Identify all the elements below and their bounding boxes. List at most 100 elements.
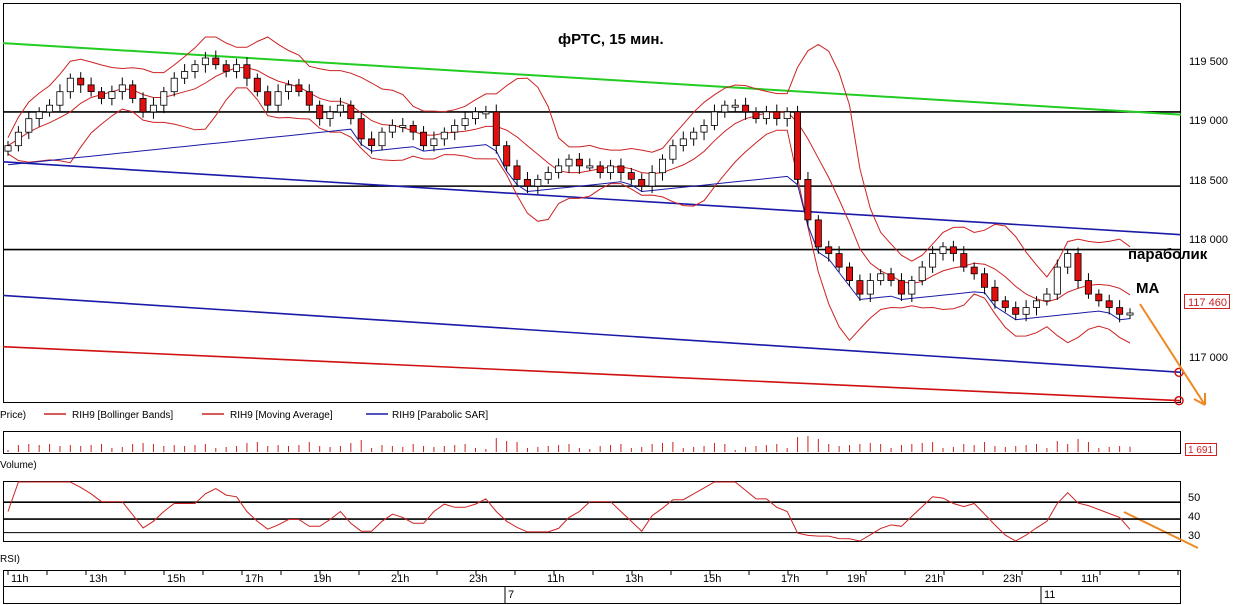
- candle-down: [419, 131, 427, 147]
- hour-label: 15h: [167, 573, 185, 585]
- rsi-tick-label: 50: [1188, 492, 1200, 504]
- candle-down: [887, 273, 895, 281]
- candle-up: [731, 104, 739, 108]
- candle-down: [794, 111, 802, 180]
- candle-down: [804, 178, 812, 221]
- candle-down: [814, 219, 822, 248]
- candle-up: [783, 111, 791, 120]
- hour-label: 19h: [313, 573, 331, 585]
- candle-down: [222, 64, 230, 72]
- candle-down: [752, 111, 760, 120]
- forecast-arrow-rsi: [1123, 511, 1199, 549]
- candle-up: [46, 104, 54, 113]
- candle-down: [1105, 300, 1113, 308]
- bollinger-lower-band: [7, 87, 1131, 344]
- candle-down: [513, 165, 521, 180]
- last-price-badge-box: [1184, 294, 1230, 309]
- legend-item-price: Price): [0, 410, 26, 421]
- chart-title: фРТС, 15 мин.: [558, 31, 664, 48]
- candle-down: [253, 77, 261, 93]
- hour-label: 17h: [781, 573, 799, 585]
- candle-down: [139, 98, 147, 113]
- candle-down: [368, 138, 376, 146]
- hour-label: 19h: [847, 573, 865, 585]
- candle-down: [1001, 300, 1009, 308]
- resistance-trendline: [2, 42, 1182, 116]
- candle-down: [243, 64, 251, 79]
- candle-down: [575, 158, 583, 167]
- candle-up: [191, 64, 199, 72]
- candles: [4, 50, 1134, 323]
- candle-up: [388, 125, 396, 133]
- y-tick-label: 118 500: [1189, 175, 1228, 187]
- candle-down: [1074, 253, 1082, 282]
- candle-up: [149, 104, 157, 113]
- candle-down: [991, 286, 999, 302]
- candle-down: [638, 178, 646, 187]
- candle-up: [274, 91, 282, 106]
- channel-upper-line: [2, 161, 1182, 236]
- candle-up: [659, 158, 667, 174]
- candle-up: [866, 280, 874, 295]
- candle-up: [1053, 266, 1061, 295]
- candle-up: [108, 91, 116, 99]
- day-label: 11: [1044, 589, 1055, 601]
- candle-up: [565, 158, 573, 167]
- candle-up: [762, 111, 770, 120]
- candle-up: [284, 84, 292, 93]
- candle-up: [170, 77, 178, 93]
- hour-label: 11h: [1081, 573, 1099, 585]
- candle-up: [430, 138, 438, 146]
- candle-up: [1126, 312, 1134, 316]
- candle-up: [700, 125, 708, 133]
- candle-down: [129, 84, 137, 99]
- legend-item-bollinger: RIH9 [Bollinger Bands]: [72, 410, 173, 421]
- y-tick-label: 119 500: [1189, 56, 1228, 68]
- candle-down: [856, 280, 864, 295]
- bollinger-upper-band: [7, 36, 1131, 278]
- candle-down: [523, 178, 531, 187]
- rsi-line: [7, 481, 1131, 542]
- candle-up: [232, 64, 240, 72]
- candle-down: [77, 77, 85, 86]
- candle-up: [1022, 307, 1030, 315]
- candle-down: [264, 91, 272, 106]
- candle-down: [87, 84, 95, 93]
- volume-bars: [7, 436, 1131, 452]
- candle-down: [1084, 280, 1092, 295]
- candle-up: [471, 111, 479, 120]
- candle-up: [721, 104, 729, 113]
- candle-down: [742, 104, 750, 113]
- y-tick-label: 118 000: [1189, 234, 1228, 246]
- volume-badge-box: [1185, 443, 1217, 456]
- legend-item-sar: RIH9 [Parabolic SAR]: [392, 410, 488, 421]
- candle-down: [357, 118, 365, 140]
- candle-up: [607, 165, 615, 173]
- horizontal-levels: [3, 111, 1181, 251]
- hour-label: 21h: [391, 573, 409, 585]
- candle-up: [66, 77, 74, 93]
- candle-up: [14, 131, 22, 147]
- candle-down: [1116, 307, 1124, 315]
- candle-up: [1043, 293, 1051, 302]
- candle-down: [897, 280, 905, 295]
- rsi-label: RSI): [0, 554, 20, 565]
- candle-up: [56, 91, 64, 106]
- candle-up: [181, 71, 189, 79]
- volume-panel: [3, 431, 1181, 454]
- candle-down: [846, 266, 854, 282]
- candle-down: [295, 84, 303, 93]
- candle-up: [25, 118, 33, 133]
- candle-down: [960, 253, 968, 268]
- candle-down: [627, 172, 635, 180]
- candle-down: [981, 273, 989, 288]
- candle-up: [534, 178, 542, 187]
- candle-down: [503, 145, 511, 167]
- candle-up: [1033, 300, 1041, 308]
- price-axis-labels: 119 500 119 000 118 500 118 000 117 000: [1189, 56, 1228, 364]
- candle-up: [929, 253, 937, 268]
- candle-up: [399, 125, 407, 128]
- candle-up: [586, 165, 594, 169]
- hour-label: 11h: [547, 573, 565, 585]
